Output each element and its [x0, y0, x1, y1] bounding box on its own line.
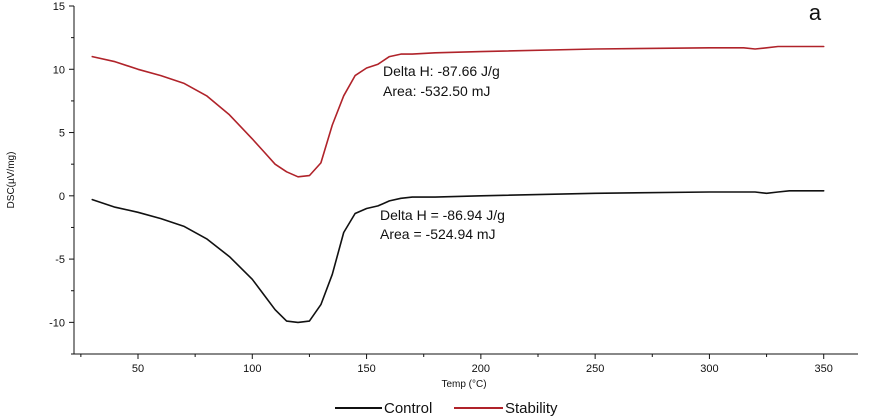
x-tick-label: 300: [700, 363, 718, 375]
x-tick-label: 50: [132, 363, 144, 375]
chart-series: [91, 45, 825, 324]
stability-annotation-line-2: Area: -532.50 mJ: [383, 83, 490, 99]
chart-axes: [73, 6, 858, 355]
y-tick-label: -10: [49, 317, 65, 329]
stability-annotation-line-1: Delta H: -87.66 J/g: [383, 63, 500, 79]
x-tick-label: 200: [472, 363, 490, 375]
y-axis-title: DSC(µV/mg): [6, 152, 17, 209]
y-tick-label: 15: [53, 1, 65, 13]
control-annotation-line-2: Area = -524.94 mJ: [380, 226, 496, 242]
panel-label: a: [809, 0, 822, 25]
y-tick-label: -5: [55, 254, 65, 266]
chart-ticks: -10 -5 0 5 10 15 50 100 150 200 250 300 350: [49, 1, 833, 375]
series-line-stability: [91, 45, 825, 178]
legend-label-control: Control: [384, 400, 432, 417]
x-tick-label: 100: [243, 363, 261, 375]
y-tick-label: 0: [59, 191, 65, 203]
x-tick-label: 250: [586, 363, 604, 375]
legend-label-stability: Stability: [505, 400, 558, 417]
y-tick-label: 10: [53, 64, 65, 76]
x-axis-title: Temp (°C): [441, 379, 486, 390]
y-tick-label: 5: [59, 128, 65, 140]
x-tick-label: 350: [815, 363, 833, 375]
series-line-control: [91, 190, 825, 324]
x-tick-label: 150: [357, 363, 375, 375]
control-annotation-line-1: Delta H = -86.94 J/g: [380, 207, 505, 223]
chart-legend: Control Stability: [335, 400, 558, 417]
